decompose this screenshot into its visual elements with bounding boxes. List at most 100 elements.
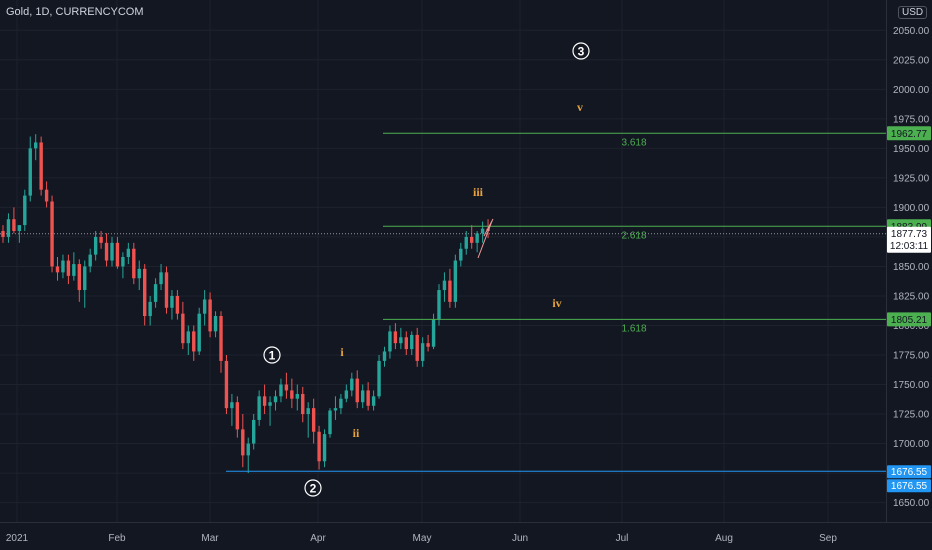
candle-body (257, 396, 261, 420)
candle-body (66, 260, 71, 276)
grid-lines (0, 0, 886, 522)
candle-body (50, 201, 54, 267)
candle-body (377, 360, 381, 397)
candle-body (12, 219, 16, 232)
candle-body (382, 351, 387, 361)
candle-body (459, 248, 463, 261)
candle-body (328, 410, 332, 435)
candle-body (213, 316, 218, 332)
candle-body (366, 390, 370, 406)
price-tick-label: 1925.00 (893, 173, 930, 184)
wave-minor-label: v (577, 100, 583, 114)
candle-body (153, 284, 158, 302)
time-tick-label: Jun (512, 533, 528, 544)
candle-body (262, 396, 267, 406)
candle-body (246, 443, 250, 456)
candle-body (470, 236, 474, 243)
candle-body (28, 148, 32, 196)
candle-body (170, 295, 174, 308)
candle-body (355, 378, 359, 403)
candle-body (219, 316, 223, 361)
time-tick-label: Feb (108, 533, 126, 544)
wave-major-circle (263, 346, 281, 364)
candle-body (159, 272, 163, 285)
candle-body (192, 331, 196, 352)
candle-body (453, 260, 458, 302)
candle-body (279, 384, 283, 397)
candle-body (83, 266, 87, 291)
candle-body (295, 393, 299, 399)
price-tag-support-2: 1676.55 (891, 481, 928, 492)
price-tag-fib-1618: 1805.21 (891, 315, 928, 326)
candle-body (61, 260, 65, 273)
candle-body (104, 242, 109, 261)
candle-series (1, 134, 490, 474)
fib-ratio-label: 2.618 (621, 230, 646, 241)
candle-body (39, 142, 43, 190)
candle-body (480, 228, 485, 234)
candle-body (202, 299, 207, 314)
candle-body (208, 299, 212, 332)
wave-major-circle (304, 479, 322, 497)
candle-body (77, 264, 81, 291)
time-axis[interactable]: 2021 Feb Mar Apr May Jun Jul Aug Sep (0, 522, 932, 545)
countdown-label: 12:03:11 (890, 241, 929, 252)
trendline (477, 220, 493, 259)
candle-body (350, 378, 354, 391)
candle-body (475, 233, 479, 243)
time-tick-label: Mar (201, 533, 219, 544)
time-tick-label: 2021 (6, 533, 29, 544)
price-tick-label: 1800.00 (893, 321, 930, 332)
price-tick-label: 1900.00 (893, 203, 930, 214)
candle-body (252, 419, 256, 444)
candle-body (393, 331, 398, 344)
time-tick-label: May (413, 533, 432, 544)
candle-body (464, 236, 468, 249)
symbol-title[interactable]: Gold, 1D, CURRENCYCOM (6, 6, 144, 18)
candle-body (34, 142, 38, 149)
price-tag-support-1: 1676.55 (891, 467, 928, 478)
price-tag-fib-3618-bg (887, 126, 931, 141)
trendline (483, 218, 494, 237)
price-tag-support-1-bg (887, 465, 931, 479)
wave-major-circle (572, 42, 590, 60)
price-tick-label: 1750.00 (893, 380, 930, 391)
time-tick-label: Aug (715, 533, 733, 544)
candle-body (301, 393, 305, 415)
candle-body (224, 360, 229, 409)
candle-body (420, 343, 425, 361)
candle-body (126, 248, 131, 257)
candle-body (235, 402, 240, 430)
price-tick-label: 2050.00 (893, 26, 930, 37)
price-tag-fib-3618: 1962.77 (891, 129, 928, 140)
candle-body (197, 313, 201, 352)
price-tag-fib-1618-bg (887, 312, 931, 327)
candle-body (290, 390, 294, 399)
candle-body (371, 396, 376, 406)
candle-body (399, 337, 403, 344)
candle-body (137, 268, 141, 279)
candle-body (311, 408, 316, 432)
time-tick-label: Apr (310, 533, 326, 544)
price-tag-last-bg (887, 226, 931, 253)
price-tick-label: 1775.00 (893, 351, 930, 362)
price-axis[interactable]: 1650.001675.001700.001725.001750.001775.… (886, 0, 932, 550)
candle-body (93, 236, 98, 255)
price-axis-panel (886, 0, 932, 550)
candle-body (121, 256, 125, 267)
wave-minor-label: iii (473, 185, 484, 199)
candle-body (442, 280, 447, 291)
candle-body (148, 301, 152, 317)
candle-body (230, 402, 234, 409)
candle-body (388, 331, 392, 352)
candle-body (361, 390, 365, 403)
fib-ratio-label: 1.618 (621, 323, 646, 334)
candle-body (72, 264, 76, 276)
candle-body (175, 295, 180, 314)
candle-body (306, 408, 310, 415)
candle-body (23, 195, 27, 226)
candle-body (317, 431, 321, 462)
currency-badge[interactable]: USD (898, 6, 928, 19)
